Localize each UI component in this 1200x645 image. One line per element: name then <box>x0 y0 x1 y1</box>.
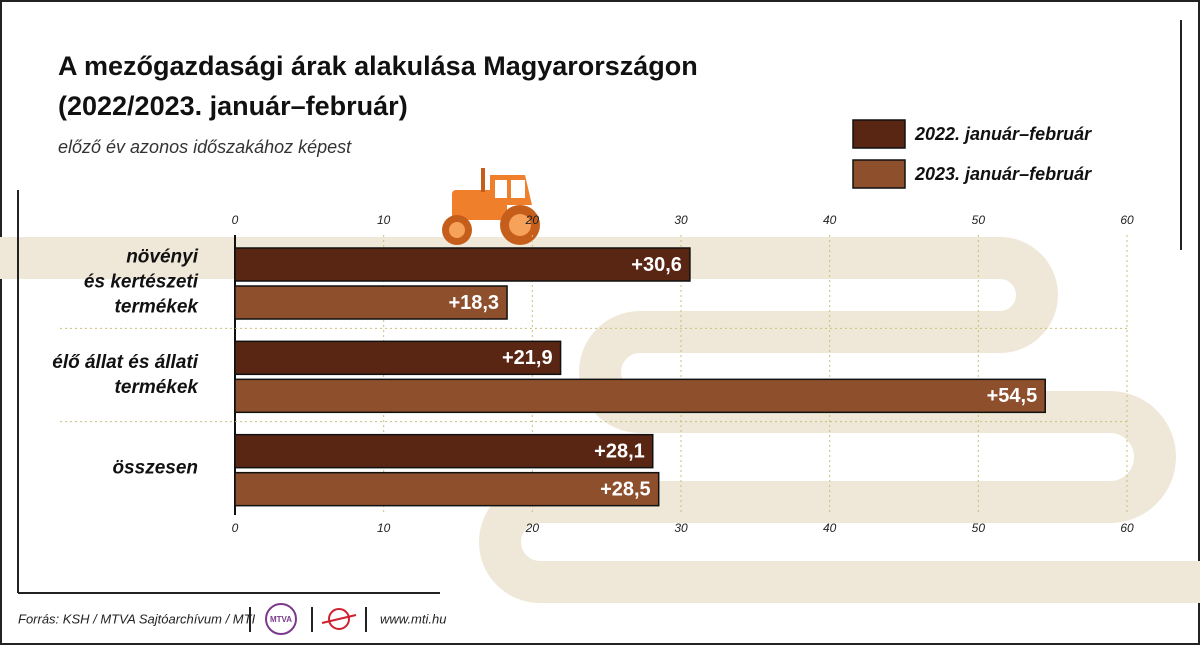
value-label: +21,9 <box>502 347 553 369</box>
mti-logo <box>328 608 350 630</box>
bar <box>234 247 691 282</box>
x-tick-label: 30 <box>674 521 688 535</box>
road-decoration <box>0 237 1200 603</box>
bar <box>234 378 1046 414</box>
x-tick-label: 50 <box>972 213 986 227</box>
chart-title: A mezőgazdasági árak alakulása Magyarors… <box>58 51 698 81</box>
x-tick-label: 10 <box>377 213 391 227</box>
mti-logo <box>321 614 357 624</box>
legend-swatch <box>852 119 906 149</box>
bar <box>234 340 562 376</box>
x-tick-label: 40 <box>823 521 837 535</box>
bar <box>234 433 654 469</box>
legend-label: 2023. január–február <box>914 164 1092 184</box>
chart-title: (2022/2023. január–február) <box>58 91 408 121</box>
x-tick-label: 20 <box>525 521 540 535</box>
category-label: élő állat és állati termékek <box>52 352 198 398</box>
x-tick-label: 30 <box>674 213 688 227</box>
bar <box>234 285 508 320</box>
x-tick-label: 50 <box>972 521 986 535</box>
value-label: +54,5 <box>987 385 1038 407</box>
value-label: +28,5 <box>600 478 651 500</box>
legend-swatch <box>852 159 906 189</box>
bar <box>234 471 660 507</box>
x-tick-label: 10 <box>377 521 391 535</box>
tractor <box>442 168 540 245</box>
x-tick-label: 0 <box>232 521 239 535</box>
website: www.mti.hu <box>380 611 446 626</box>
value-label: +18,3 <box>448 292 499 314</box>
chart-subtitle: előző év azonos időszakához képest <box>58 137 352 157</box>
x-tick-label: 0 <box>232 213 239 227</box>
x-tick-label: 60 <box>1120 521 1134 535</box>
source: Forrás: KSH / MTVA Sajtóarchívum / MTI <box>18 611 256 626</box>
x-tick-label: 20 <box>525 213 540 227</box>
x-tick-label: 40 <box>823 213 837 227</box>
logo-ring <box>265 603 297 635</box>
category-label: összesen <box>112 457 198 479</box>
value-label: +30,6 <box>631 254 682 276</box>
value-label: +28,1 <box>594 440 645 462</box>
logo: MTVA <box>270 615 292 624</box>
x-tick-label: 60 <box>1120 213 1134 227</box>
legend-label: 2022. január–február <box>914 124 1092 144</box>
category-label: növényi és kertészeti termékek <box>83 246 198 318</box>
